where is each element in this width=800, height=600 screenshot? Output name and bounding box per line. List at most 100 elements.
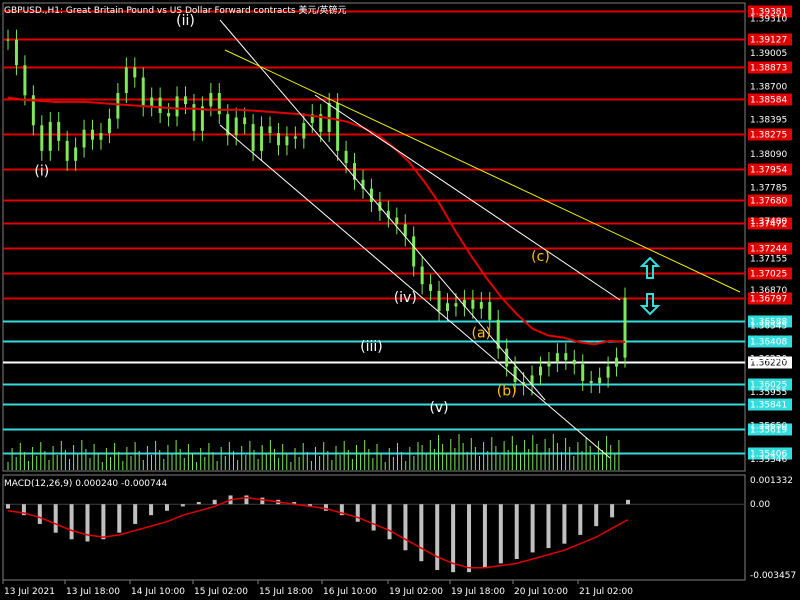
macd-bar	[435, 504, 440, 570]
y-tick-label: 1.35346	[750, 455, 787, 465]
macd-bar	[323, 504, 328, 511]
macd-bar	[419, 504, 424, 562]
y-tick-label: 1.37785	[750, 184, 787, 194]
candle-body	[446, 303, 450, 311]
macd-y-tick-label: 0.00	[750, 500, 770, 510]
y-tick-label: 1.35955	[750, 388, 787, 398]
level-label-box	[748, 292, 792, 305]
candle-body	[14, 39, 18, 66]
level-label: 1.37244	[750, 245, 787, 255]
macd-bar	[196, 502, 201, 505]
candle-body	[217, 93, 221, 115]
candle-body	[302, 123, 306, 139]
candle-body	[412, 236, 416, 267]
candle-body	[82, 129, 86, 148]
candle-body	[74, 147, 78, 161]
macd-bar	[85, 504, 90, 542]
x-tick-label: 13 Jul 2021	[4, 587, 55, 597]
y-tick-label: 1.38700	[750, 82, 787, 92]
candle-body	[251, 124, 255, 151]
macd-y-tick-label: 0.001332	[750, 476, 793, 486]
y-tick-label: 1.39310	[750, 15, 787, 25]
candle-body	[23, 65, 27, 96]
x-tick-label: 15 Jul 18:00	[259, 587, 313, 597]
level-label-box	[748, 378, 792, 391]
macd-bar	[546, 504, 551, 549]
level-label-box	[748, 267, 792, 280]
level-label-box	[748, 194, 792, 207]
candles	[6, 29, 627, 396]
macd-y-tick-label: -0.003457	[750, 571, 796, 581]
arrow-up-icon	[639, 256, 661, 279]
y-tick-label: 1.37155	[750, 255, 787, 265]
level-label-box	[748, 128, 792, 141]
level-label-box	[748, 315, 792, 328]
y-tick-label: 1.36545	[750, 321, 787, 331]
level-label-box	[748, 61, 792, 74]
candle-body	[344, 150, 348, 164]
candle-body	[454, 303, 458, 307]
candle-body	[572, 359, 576, 365]
level-label: 1.36408	[750, 338, 787, 348]
candle-body	[200, 106, 204, 131]
channel-lower-line	[219, 124, 611, 459]
macd-bar	[149, 504, 154, 516]
candle-body	[124, 67, 128, 94]
candle-body	[226, 114, 230, 136]
candle-body	[606, 366, 610, 378]
level-label-box	[748, 335, 792, 348]
candle-body	[369, 188, 373, 202]
candle-body	[276, 133, 280, 146]
macd-histogram	[6, 495, 630, 573]
candle-body	[336, 103, 340, 151]
candle-body	[589, 380, 593, 384]
candle-body	[158, 97, 162, 114]
level-label: 1.36025	[750, 381, 787, 391]
macd-bar	[37, 504, 42, 524]
level-label: 1.35841	[750, 401, 787, 411]
macd-bar	[339, 504, 344, 516]
candle-body	[615, 357, 619, 367]
candle-body	[192, 104, 196, 131]
macd-bar	[308, 504, 313, 507]
macd-bar	[244, 495, 249, 505]
candle-body	[319, 114, 323, 132]
macd-title: MACD(12,26,9) 0.000240 -0.000744	[4, 479, 168, 489]
macd-bar	[482, 504, 487, 568]
candle-body	[564, 353, 568, 360]
candle-body	[107, 118, 111, 134]
x-tick-label: 16 Jul 10:00	[323, 587, 377, 597]
x-tick-label: 19 Jul 18:00	[451, 587, 505, 597]
macd-bar	[562, 504, 567, 544]
macd-bar	[355, 504, 360, 522]
candle-body	[598, 377, 602, 384]
candle-body	[99, 133, 103, 140]
macd-bar	[21, 504, 26, 516]
wave-label: (iv)	[394, 290, 417, 306]
level-label: 1.37472	[750, 220, 787, 230]
candle-body	[183, 96, 187, 105]
macd-bar	[117, 504, 122, 533]
x-tick-label: 20 Jul 10:00	[514, 587, 568, 597]
macd-bar	[371, 504, 376, 531]
candle-body	[116, 93, 120, 119]
level-label: 1.35406	[750, 450, 787, 460]
y-tick-label: 1.36870	[750, 286, 787, 296]
macd-bar	[180, 504, 185, 507]
level-label: 1.38275	[750, 131, 787, 141]
candle-body	[353, 163, 357, 180]
level-label: 1.35619	[750, 426, 787, 436]
macd-bar	[292, 502, 297, 505]
level-label-box	[748, 447, 792, 460]
candle-body	[234, 117, 238, 136]
candle-body	[268, 126, 272, 134]
x-tick-label: 21 Jul 02:00	[579, 587, 633, 597]
moving-average-line	[7, 96, 626, 346]
wave-label: (i)	[34, 163, 49, 179]
level-label-box	[748, 93, 792, 106]
candle-body	[167, 113, 171, 117]
candle-body	[581, 364, 585, 381]
candle-body	[496, 319, 500, 349]
candle-body	[530, 375, 534, 386]
